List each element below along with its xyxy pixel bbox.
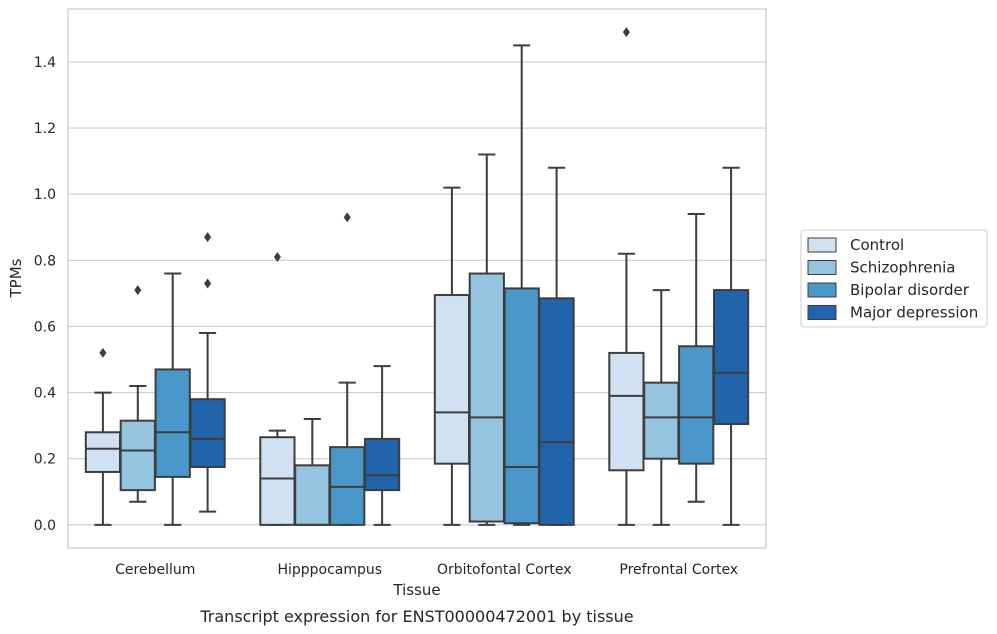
- y-tick-label: 1.0: [34, 187, 56, 203]
- legend-swatch: [807, 260, 837, 275]
- legend: Control Schizophrenia Bipolar disorder Majo…: [800, 229, 988, 328]
- box-iqr: [503, 287, 540, 525]
- box-1-3: [363, 365, 401, 526]
- outlier-point: [273, 252, 281, 263]
- legend-swatch: [807, 237, 837, 253]
- box-3-0: [608, 27, 645, 526]
- y-axis-label: TPMs: [7, 258, 25, 298]
- box-iqr: [433, 294, 471, 465]
- legend-label: Bipolar disorder: [850, 281, 970, 299]
- legend-frame: [800, 229, 988, 328]
- y-tick-label: 1.2: [34, 121, 56, 137]
- x-tick-label: Prefrontal Cortex: [619, 562, 738, 578]
- box-iqr: [712, 289, 750, 425]
- box-iqr: [259, 436, 296, 526]
- box-2-2: [503, 44, 540, 526]
- box-3-1: [643, 289, 680, 526]
- legend-label: Major depression: [850, 304, 978, 322]
- box-iqr: [608, 351, 645, 472]
- box-iqr: [84, 431, 122, 473]
- box-iqr: [154, 368, 191, 478]
- box-1-1: [294, 418, 331, 526]
- box-0-3: [189, 232, 226, 513]
- box-3-2: [678, 213, 715, 503]
- outlier-point: [622, 27, 630, 38]
- x-tick-label: Orbitofontal Cortex: [437, 562, 572, 578]
- box-iqr: [294, 464, 331, 526]
- x-tick-label: Cerebellum: [115, 562, 195, 578]
- y-tick-label: 1.4: [34, 55, 56, 71]
- legend-swatch: [807, 305, 837, 320]
- y-tick-label: 0.8: [34, 253, 56, 269]
- legend-label: Schizophrenia: [850, 259, 955, 277]
- y-tick-label: 0.6: [34, 319, 56, 335]
- outlier-point: [99, 347, 107, 358]
- y-tick-label: 0.0: [34, 518, 56, 534]
- legend-label: Control: [850, 236, 904, 254]
- box-2-1: [468, 153, 505, 526]
- plot-frame: [67, 8, 767, 549]
- x-tick-label: Hipppocampus: [277, 562, 382, 578]
- box-2-0: [433, 186, 471, 526]
- box-0-2: [154, 272, 191, 526]
- box-2-3: [538, 166, 575, 526]
- y-tick-label: 0.2: [34, 452, 56, 468]
- box-iqr: [119, 419, 156, 492]
- box-iqr: [468, 272, 505, 523]
- box-0-0: [84, 347, 122, 526]
- box-series: [84, 27, 750, 526]
- box-iqr: [363, 437, 401, 492]
- box-iqr: [643, 381, 680, 460]
- box-3-3: [712, 166, 750, 526]
- box-1-0: [259, 252, 296, 526]
- chart-title: Transcript expression for ENST0000047200…: [199, 607, 633, 626]
- legend-swatch: [807, 282, 837, 298]
- box-0-1: [119, 285, 156, 503]
- outlier-point: [134, 285, 142, 296]
- box-iqr: [538, 297, 575, 526]
- y-tick-label: 0.4: [34, 386, 56, 402]
- box-1-2: [329, 212, 366, 526]
- outlier-point: [204, 232, 212, 243]
- x-tick-labels: Cerebellum Hipppocampus Orbitofontal Corte…: [115, 562, 738, 578]
- box-iqr: [678, 345, 715, 465]
- box-iqr: [189, 398, 226, 468]
- x-axis-label: Tissue: [392, 581, 440, 599]
- outlier-point: [204, 278, 212, 289]
- y-tick-labels: 0.0 0.2 0.4 0.6 0.8 1.0 1.2 1.4: [34, 55, 56, 534]
- outlier-point: [343, 212, 351, 223]
